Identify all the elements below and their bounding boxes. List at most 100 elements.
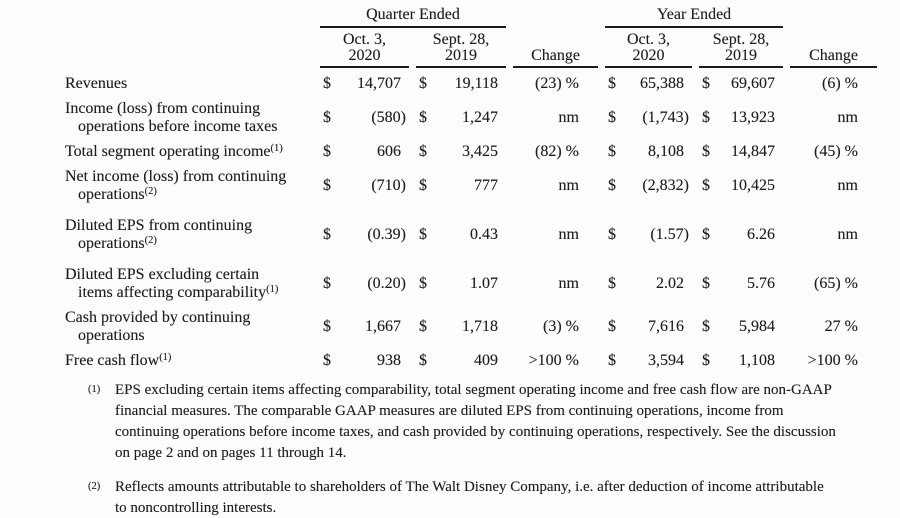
footnote-reference: (2) (144, 186, 157, 197)
table-row: Income (loss) from continuing operations… (65, 100, 877, 136)
table-row: Net income (loss) from continuing operat… (65, 168, 877, 204)
table-row: Diluted EPS from continuing operations(2… (65, 217, 877, 253)
footnote: (1) EPS excluding certain items affectin… (88, 380, 882, 464)
dollar-sign: $ (323, 75, 331, 92)
dollar-sign: $ (419, 352, 427, 369)
footnote-reference: (1) (159, 352, 172, 363)
spacer (790, 6, 877, 28)
column-header-quarter-sept-2019: Sept. 28, 2019 (416, 32, 506, 68)
dollar-sign: $ (419, 143, 427, 160)
dollar-sign: $ (608, 318, 616, 335)
dollar-sign: $ (702, 226, 710, 243)
dollar-sign: $ (323, 318, 331, 335)
cell-value: 6.26 (747, 226, 775, 243)
row-label: Diluted EPS from continuing operations(2… (65, 217, 313, 253)
group-header-quarter-ended: Quarter Ended (320, 6, 506, 28)
cell-value: 409 (474, 352, 498, 369)
cell-value: 69,607 (731, 75, 775, 92)
cell-year-2019: $ 69,607 (699, 75, 783, 93)
cell-value: 5,984 (739, 318, 775, 335)
cell-value: (2,832) (642, 177, 689, 194)
row-label: Cash provided by continuing operations (65, 309, 313, 345)
dollar-sign: $ (419, 226, 427, 243)
column-header-line: Oct. 3, (626, 31, 671, 48)
cell-year-change: (45) % (814, 143, 858, 160)
cell-quarter-2020: $ 606 (320, 143, 409, 161)
row-label: Diluted EPS excluding certain items affe… (65, 266, 313, 302)
cell-value: (580) (371, 109, 406, 126)
cell-quarter-change: nm (558, 109, 579, 126)
footnote-marker: (2) (88, 481, 101, 492)
dollar-sign: $ (702, 75, 710, 92)
cell-quarter-2020: $ (580) (320, 109, 409, 127)
cell-year-2019: $ 14,847 (699, 143, 783, 161)
dollar-sign: $ (608, 143, 616, 160)
cell-quarter-change: >100 % (528, 352, 579, 369)
cell-quarter-change: nm (558, 275, 579, 292)
cell-value: 938 (377, 352, 401, 369)
cell-year-2019: $ 5.76 (699, 275, 783, 293)
column-header-line: 2019 (445, 47, 477, 64)
dollar-sign: $ (323, 352, 331, 369)
cell-year-2019: $ 1,108 (699, 352, 783, 370)
column-header-line: Change (531, 47, 580, 64)
dollar-sign: $ (419, 275, 427, 292)
cell-year-2020: $ 7,616 (605, 318, 692, 336)
dollar-sign: $ (419, 75, 427, 92)
cell-value: 14,707 (357, 75, 401, 92)
spacer (65, 6, 313, 28)
column-header-year-sept-2019: Sept. 28, 2019 (699, 32, 783, 68)
dollar-sign: $ (323, 226, 331, 243)
cell-value: 65,388 (640, 75, 684, 92)
cell-value: (1.57) (650, 226, 689, 243)
cell-value: (0.20) (367, 275, 406, 292)
dollar-sign: $ (608, 275, 616, 292)
cell-year-2019: $ 5,984 (699, 318, 783, 336)
cell-value: 1.07 (470, 275, 498, 292)
row-label-line: Revenues (65, 75, 128, 92)
cell-quarter-2019: $ 1.07 (416, 275, 506, 293)
table-row: Total segment operating income(1) $ 606 … (65, 143, 877, 161)
cell-quarter-2020: $ (0.39) (320, 226, 409, 244)
dollar-sign: $ (702, 143, 710, 160)
table-row: Cash provided by continuing operations $… (65, 309, 877, 345)
cell-value: 10,425 (731, 177, 775, 194)
row-label-line: Income (loss) from continuing (65, 100, 261, 117)
cell-year-2020: $ (1,743) (605, 109, 692, 127)
cell-year-2019: $ 6.26 (699, 226, 783, 244)
cell-value: 1,667 (365, 318, 401, 335)
cell-quarter-2020: $ (0.20) (320, 275, 409, 293)
column-header-line: Oct. 3, (342, 31, 387, 48)
row-label: Income (loss) from continuing operations… (65, 100, 313, 136)
cell-year-change: nm (837, 109, 858, 126)
cell-value: 5.76 (747, 275, 775, 292)
row-label-line: operations(2) (78, 235, 157, 252)
column-header-year-oct-2020: Oct. 3, 2020 (605, 32, 692, 68)
cell-value: 1,108 (739, 352, 775, 369)
column-header-quarter-change: Change (513, 32, 598, 68)
dollar-sign: $ (323, 275, 331, 292)
financial-table: Quarter Ended Year Ended Oct. 3, 2020 Se… (65, 6, 877, 370)
cell-year-change: nm (837, 226, 858, 243)
cell-value: 19,118 (454, 75, 498, 92)
cell-quarter-2020: $ 1,667 (320, 318, 409, 336)
footnote-text-line: continuing operations before income taxe… (115, 424, 836, 440)
column-header-year-change: Change (790, 32, 877, 68)
cell-value: (710) (371, 177, 406, 194)
cell-year-2020: $ 65,388 (605, 75, 692, 93)
cell-value: 2.02 (656, 275, 684, 292)
row-label: Net income (loss) from continuing operat… (65, 168, 313, 204)
cell-year-2020: $ (2,832) (605, 177, 692, 195)
cell-quarter-2019: $ 1,718 (416, 318, 506, 336)
row-label-line: items affecting comparability(1) (78, 284, 279, 301)
footnote-reference: (1) (266, 284, 279, 295)
dollar-sign: $ (323, 177, 331, 194)
dollar-sign: $ (419, 177, 427, 194)
dollar-sign: $ (608, 352, 616, 369)
cell-value: 13,923 (731, 109, 775, 126)
cell-year-2020: $ 2.02 (605, 275, 692, 293)
cell-quarter-change: nm (558, 177, 579, 194)
cell-year-change: (65) % (814, 275, 858, 292)
cell-year-change: (6) % (822, 75, 858, 92)
